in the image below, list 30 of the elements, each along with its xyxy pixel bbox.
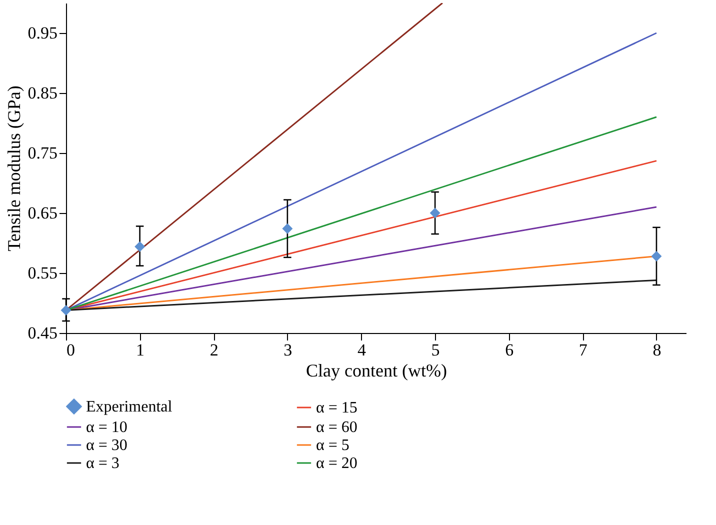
x-tick-label: 7 (578, 340, 588, 360)
x-tick-label: 2 (210, 340, 218, 360)
x-tick-label: 3 (284, 340, 292, 360)
legend-label: Experimental (86, 398, 173, 416)
legend-label: α = 30 (86, 437, 128, 454)
y-tick-label: 0.85 (28, 84, 58, 102)
y-tick-label: 0.75 (28, 144, 58, 162)
x-tick-label: 0 (66, 340, 75, 360)
x-tick-label: 4 (357, 340, 366, 360)
point (282, 223, 293, 234)
y-tick-label: 0.55 (28, 264, 58, 282)
legend-label: α = 5 (316, 437, 350, 454)
x-tick-label: 6 (505, 340, 514, 360)
point (60, 304, 72, 316)
y-tick-label: 0.95 (28, 24, 58, 42)
y-axis-title: Tensile modulus (GPa) (4, 86, 24, 252)
y-tick-label: 0.45 (28, 324, 58, 342)
point (430, 208, 440, 218)
x-axis-title: Clay content (wt%) (306, 360, 447, 380)
x-tick-label: 1 (136, 340, 145, 360)
legend-label: α = 3 (86, 455, 120, 472)
x-tick-label: 5 (431, 340, 440, 360)
legend-label: α = 20 (316, 455, 358, 472)
y-tick-label: 0.65 (28, 204, 58, 222)
legend-label: α = 60 (316, 419, 358, 436)
legend-label: α = 10 (86, 419, 128, 436)
legend-label: α = 15 (316, 400, 358, 416)
point (134, 241, 146, 252)
x-tick-label: 8 (652, 340, 662, 360)
point (651, 250, 662, 262)
